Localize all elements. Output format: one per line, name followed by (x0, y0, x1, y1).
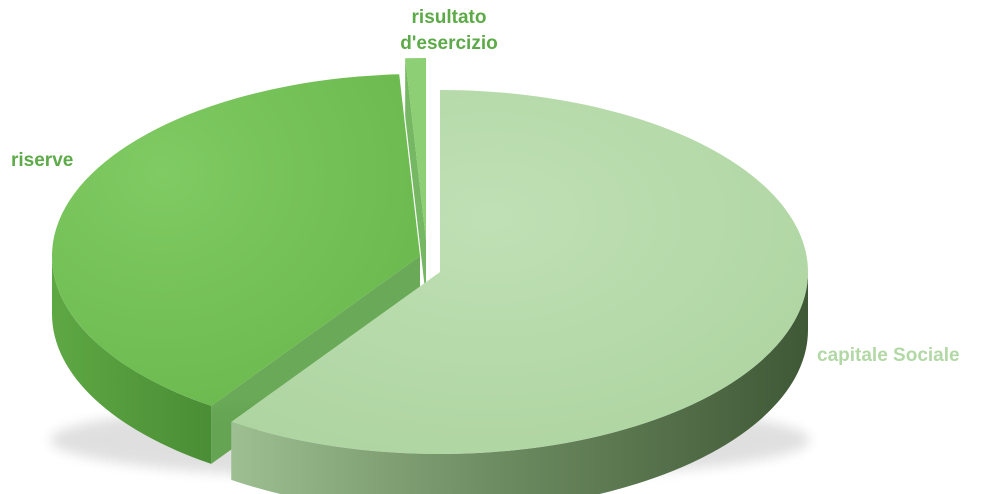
pie-slice-risultato-d-esercizio-cut-face (405, 58, 426, 298)
slice-label-risultato-line2: d'esercizio (400, 33, 498, 54)
slice-label-riserve: riserve (11, 150, 74, 171)
slice-label-capitale: capitale Sociale (817, 345, 960, 366)
pie-slice-capitale-sociale-side (231, 272, 808, 494)
pie-slice-riserve-top (51, 74, 420, 406)
slice-label-risultato: risultato d'esercizio (384, 5, 514, 57)
pie-slice-risultato-d-esercizio (405, 58, 426, 298)
pie-slices (51, 58, 809, 494)
pie-slice-riserve-side (52, 256, 212, 464)
pie-slice-risultato-d-esercizio-top (405, 58, 426, 240)
pie-slice-capitale-sociale-top (231, 90, 809, 454)
slice-label-risultato-line1: risultato (411, 7, 487, 28)
pie-slice-capitale-sociale (231, 90, 809, 494)
